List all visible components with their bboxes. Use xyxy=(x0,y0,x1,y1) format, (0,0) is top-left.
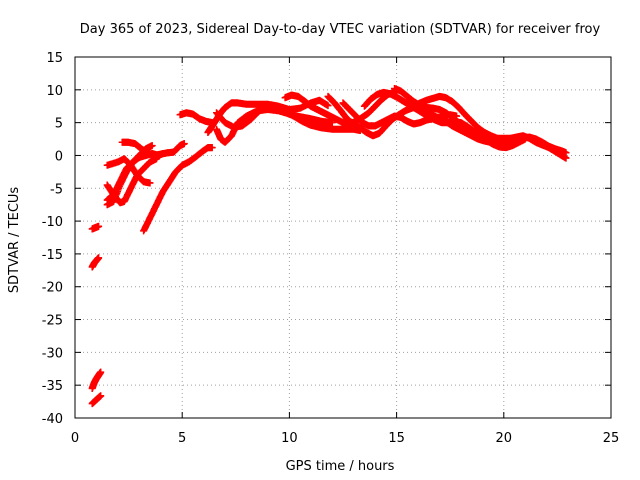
data-point xyxy=(208,144,216,152)
data-point xyxy=(95,222,103,230)
x-axis-label: GPS time / hours xyxy=(286,459,395,474)
data-series xyxy=(281,88,398,128)
data-series xyxy=(88,222,103,233)
y-tick-label: 0 xyxy=(55,149,63,164)
y-tick-label: -30 xyxy=(42,346,63,361)
data-series xyxy=(118,138,188,159)
data-series xyxy=(103,155,154,187)
y-tick-label: -5 xyxy=(50,182,63,197)
plot-frame xyxy=(74,56,612,419)
axis-ticks: 0 5 10 15 20 25 15 10 5 0 -5 -10 -15 -20 -25 -30 -35 -40 xyxy=(42,51,620,446)
y-tick-label: -40 xyxy=(42,412,63,427)
data-point xyxy=(148,142,156,150)
y-tick-label: 10 xyxy=(46,84,63,99)
y-tick-label: 15 xyxy=(46,51,63,66)
data-point xyxy=(95,254,103,262)
data-series xyxy=(88,368,105,392)
y-tick-label: -20 xyxy=(42,281,63,296)
x-tick-label: 25 xyxy=(603,431,620,446)
data-series xyxy=(88,254,103,271)
data-series xyxy=(140,144,216,235)
data-point xyxy=(562,149,570,157)
x-tick-label: 20 xyxy=(496,431,513,446)
x-tick-label: 5 xyxy=(178,431,186,446)
x-tick-label: 10 xyxy=(281,431,298,446)
data-point xyxy=(180,140,188,148)
y-tick-label: -35 xyxy=(42,379,63,394)
data-point xyxy=(146,179,154,187)
y-axis-label: SDTVAR / TECUs xyxy=(7,187,22,294)
y-tick-label: -10 xyxy=(42,215,63,230)
chart-title: Day 365 of 2023, Sidereal Day-to-day VTE… xyxy=(80,22,601,37)
y-tick-label: -15 xyxy=(42,248,63,263)
data-series xyxy=(88,392,105,408)
data-point xyxy=(97,392,105,400)
y-tick-label: -25 xyxy=(42,314,63,329)
y-tick-label: 5 xyxy=(55,117,63,132)
data-point xyxy=(324,102,332,110)
x-tick-label: 15 xyxy=(388,431,405,446)
x-tick-label: 0 xyxy=(71,431,79,446)
data-series xyxy=(176,109,216,127)
data-points xyxy=(88,85,570,408)
data-point xyxy=(97,368,105,376)
data-series xyxy=(403,92,570,157)
